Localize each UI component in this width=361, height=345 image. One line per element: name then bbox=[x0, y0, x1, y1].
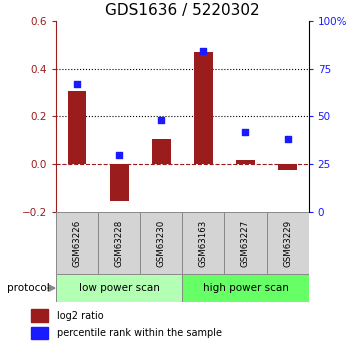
Bar bbox=[31, 327, 48, 339]
Text: GSM63228: GSM63228 bbox=[115, 220, 123, 267]
Bar bbox=[278, 164, 297, 170]
FancyBboxPatch shape bbox=[225, 212, 266, 274]
FancyBboxPatch shape bbox=[182, 212, 225, 274]
Text: GSM63230: GSM63230 bbox=[157, 220, 166, 267]
Point bbox=[285, 137, 291, 142]
Bar bbox=[152, 139, 171, 164]
FancyBboxPatch shape bbox=[182, 274, 309, 302]
FancyBboxPatch shape bbox=[98, 212, 140, 274]
Title: GDS1636 / 5220302: GDS1636 / 5220302 bbox=[105, 3, 260, 18]
Point bbox=[74, 81, 80, 87]
Text: GSM63226: GSM63226 bbox=[73, 220, 82, 267]
Point bbox=[158, 118, 164, 123]
Bar bbox=[110, 164, 129, 201]
Text: GSM63227: GSM63227 bbox=[241, 220, 250, 267]
Text: low power scan: low power scan bbox=[79, 283, 160, 293]
FancyBboxPatch shape bbox=[140, 212, 182, 274]
Text: percentile rank within the sample: percentile rank within the sample bbox=[57, 328, 222, 338]
FancyBboxPatch shape bbox=[56, 274, 182, 302]
Text: GSM63163: GSM63163 bbox=[199, 220, 208, 267]
FancyBboxPatch shape bbox=[266, 212, 309, 274]
Bar bbox=[236, 159, 255, 164]
Point bbox=[243, 129, 248, 135]
Text: log2 ratio: log2 ratio bbox=[57, 311, 104, 321]
Point bbox=[200, 49, 206, 54]
Text: protocol: protocol bbox=[7, 283, 50, 293]
Bar bbox=[31, 309, 48, 322]
Bar bbox=[194, 52, 213, 164]
Point bbox=[116, 152, 122, 157]
Text: GSM63229: GSM63229 bbox=[283, 220, 292, 267]
Bar bbox=[68, 91, 87, 164]
Text: high power scan: high power scan bbox=[203, 283, 288, 293]
FancyBboxPatch shape bbox=[56, 212, 98, 274]
